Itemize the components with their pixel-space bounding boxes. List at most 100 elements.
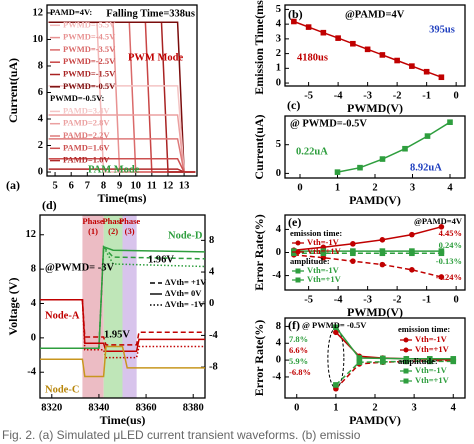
x-tick-label: 10 <box>130 180 141 191</box>
x-tick-label: 7 <box>85 180 90 191</box>
x-tick-label: 2 <box>372 182 377 193</box>
marker <box>334 169 341 175</box>
marker <box>333 382 339 388</box>
y-axis-label: Emission Time(ms) <box>252 0 266 95</box>
caption: Fig. 2. (a) Simulated μLED current trans… <box>2 428 361 442</box>
y2-tick-label: -4 <box>209 330 218 341</box>
series-line <box>335 360 454 386</box>
legend-label: Vth=+1V <box>307 246 342 256</box>
series-line <box>40 244 206 349</box>
marker <box>450 358 457 365</box>
x-tick-label: 1 <box>333 402 338 413</box>
annotation: PWM Mode <box>128 52 183 63</box>
marker <box>320 250 327 257</box>
marker <box>291 250 297 257</box>
x-axis-label: PWMD(V) <box>347 305 403 319</box>
y-tick-label: 4 <box>31 298 37 309</box>
marker <box>356 355 363 361</box>
x-axis-label: Time(us) <box>100 413 146 427</box>
marker <box>350 258 356 264</box>
phase-label: Phase <box>102 216 123 226</box>
marker <box>403 358 410 365</box>
y-tick-label: 5 <box>276 4 281 15</box>
panel-label: (d) <box>42 198 57 212</box>
y-tick-label: -4 <box>272 270 281 281</box>
marker <box>447 119 453 125</box>
y2-tick-label: 4 <box>209 266 215 277</box>
marker <box>394 57 400 64</box>
y-tick-label: 1 <box>276 63 281 74</box>
annotation: 4.45% <box>439 228 462 238</box>
annotation: @PAMD=4V <box>345 9 405 20</box>
y-tick-label: 0 <box>38 166 43 177</box>
marker <box>409 231 415 238</box>
annotation: 395us <box>429 24 455 35</box>
x-tick-label: 13 <box>179 180 190 191</box>
annotation: @PWMD= -3V <box>45 262 115 273</box>
marker <box>424 133 431 139</box>
annotation: 5.9% <box>289 356 308 366</box>
marker <box>438 224 445 230</box>
legend-label: PWMD=-2.5V <box>63 56 116 66</box>
legend-label: Vth=+1V <box>415 375 450 385</box>
x-axis-label: Time(ms) <box>97 191 146 205</box>
panel-label: (f) <box>288 318 300 332</box>
x-tick-label: -5 <box>304 294 313 305</box>
legend-marker <box>295 277 301 283</box>
phase-label: (3) <box>125 226 135 236</box>
y-tick-label: 2 <box>276 48 281 59</box>
annotation: amplitude: <box>398 356 438 366</box>
phase-region <box>122 215 137 398</box>
legend-label: PAMD=1.6V <box>63 142 110 152</box>
legend-label: PAMD=2.8V <box>63 118 110 128</box>
x-tick-label: -4 <box>334 90 343 101</box>
legend-marker <box>295 268 301 274</box>
plot-frame <box>39 214 206 399</box>
plot-frame <box>46 4 198 177</box>
y-tick-label: -4 <box>272 371 281 382</box>
y-tick-label: -4 <box>27 367 36 378</box>
legend-label: ΔVth= 0V <box>165 288 202 298</box>
x-tick-label: 0 <box>454 294 459 305</box>
legend-marker <box>403 368 409 374</box>
x-tick-label: -2 <box>393 294 402 305</box>
marker <box>357 164 363 171</box>
x-tick-label: 8380 <box>183 402 204 413</box>
x-tick-label: 12 <box>163 180 174 191</box>
x-tick-label: 4 <box>451 402 457 413</box>
x-axis-label: PWMD(V) <box>347 101 403 115</box>
annotation: Node-A <box>45 310 80 321</box>
series-line <box>48 168 196 173</box>
series-line <box>40 299 205 346</box>
x-tick-label: -4 <box>334 294 343 305</box>
x-tick-label: 3 <box>412 402 417 413</box>
x-tick-label: 0 <box>294 402 299 413</box>
phase-label: Phase <box>82 216 103 226</box>
marker <box>380 355 386 362</box>
legend-marker <box>295 249 301 255</box>
phase-label: Phase <box>119 216 140 226</box>
x-tick-label: 5 <box>52 180 57 191</box>
x-tick-label: 8340 <box>88 402 109 413</box>
y-tick-label: 8 <box>38 60 43 71</box>
x-tick-label: 6 <box>69 180 74 191</box>
panel-label: (a) <box>6 178 20 192</box>
x-tick-label: -1 <box>422 90 431 101</box>
legend-label: PAMD=3.4V <box>63 105 110 115</box>
series-line <box>40 244 206 349</box>
marker <box>409 250 415 257</box>
annotation: @PAMD=4V <box>414 216 463 226</box>
y-axis-label: Error Rate(%) <box>252 214 266 291</box>
y-tick-label: 12 <box>33 7 44 18</box>
x-tick-label: 3 <box>410 182 415 193</box>
y-tick-label: 0 <box>276 77 281 88</box>
marker <box>364 46 371 53</box>
marker <box>409 267 415 273</box>
marker <box>320 29 327 36</box>
legend-label: PWMD=-0.5V <box>63 81 116 91</box>
legend-label: PWMD=-4.5V <box>63 32 116 42</box>
panel-label: (c) <box>287 98 300 112</box>
x-tick-label: 0 <box>297 182 302 193</box>
legend-label: Vth=-1V <box>415 334 448 344</box>
